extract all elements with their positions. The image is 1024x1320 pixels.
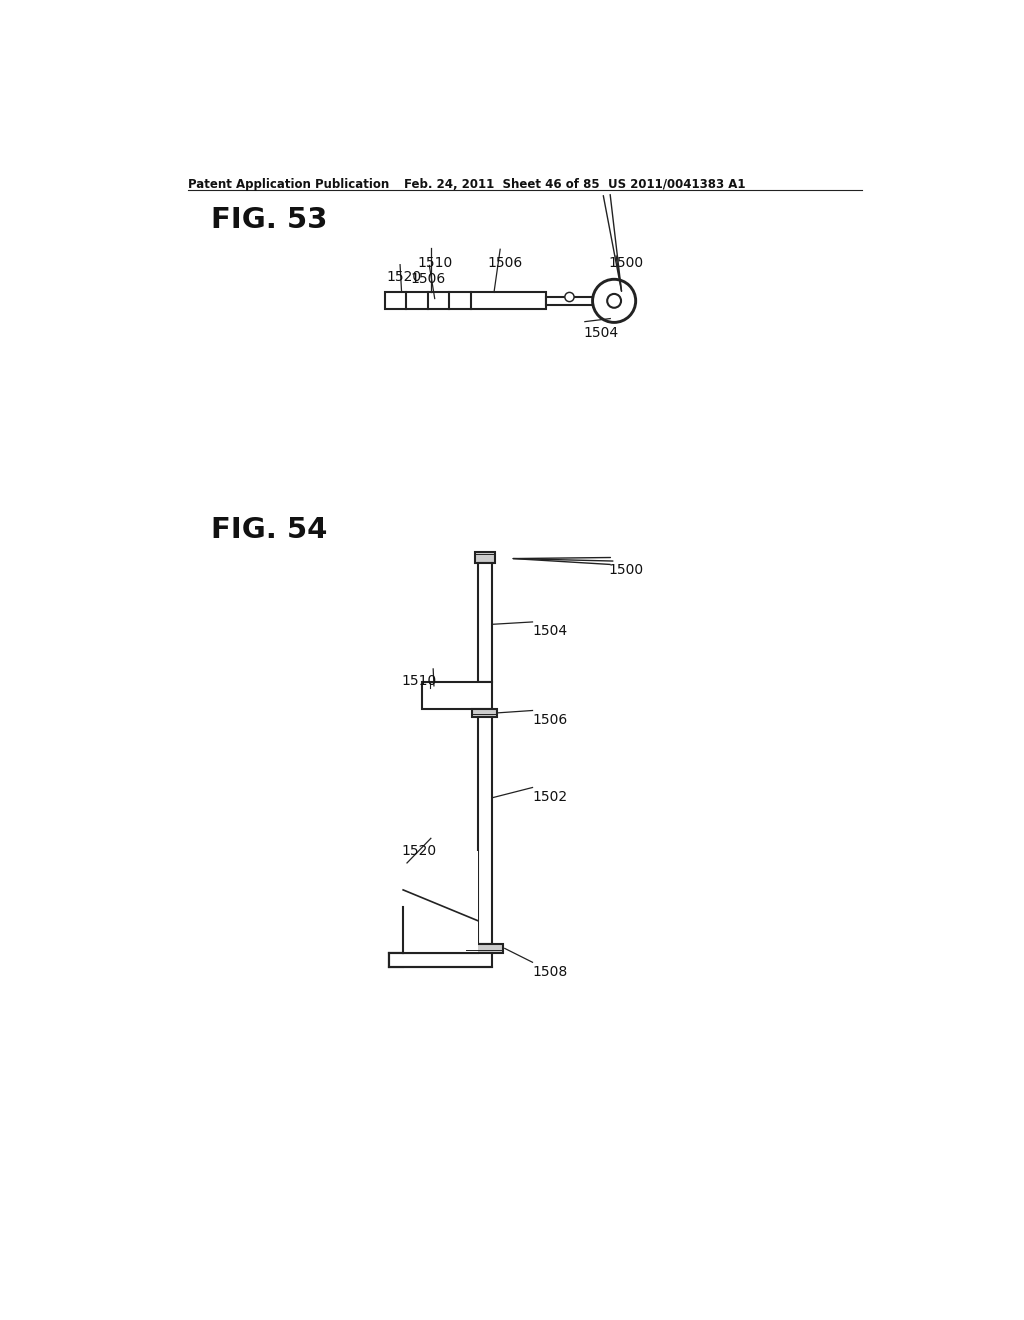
Bar	[403, 851, 478, 953]
Bar	[547, 297, 593, 305]
Text: Patent Application Publication: Patent Application Publication	[188, 178, 389, 190]
Circle shape	[607, 294, 621, 308]
Text: US 2011/0041383 A1: US 2011/0041383 A1	[608, 178, 745, 190]
Circle shape	[565, 293, 574, 302]
Text: 1506: 1506	[487, 256, 522, 271]
Text: 1520: 1520	[401, 843, 436, 858]
Text: 1504: 1504	[584, 326, 618, 341]
Text: 1510: 1510	[401, 675, 437, 688]
Text: 1506: 1506	[532, 713, 567, 727]
Bar	[466, 944, 503, 953]
Text: 1500: 1500	[608, 562, 643, 577]
Text: 1500: 1500	[608, 256, 643, 271]
Text: FIG. 53: FIG. 53	[211, 206, 328, 234]
Text: 1506: 1506	[411, 272, 446, 285]
Bar	[389, 953, 403, 966]
Bar	[478, 562, 492, 682]
Bar	[385, 293, 547, 309]
Text: 1504: 1504	[532, 624, 567, 639]
Text: 1520: 1520	[386, 271, 421, 284]
Text: FIG. 54: FIG. 54	[211, 516, 328, 544]
Text: 1510: 1510	[417, 256, 453, 271]
Bar	[422, 682, 492, 709]
Circle shape	[593, 280, 636, 322]
Text: 1502: 1502	[532, 789, 567, 804]
Bar	[478, 717, 492, 944]
Bar	[389, 953, 492, 966]
Text: 1508: 1508	[532, 965, 567, 979]
Text: Feb. 24, 2011  Sheet 46 of 85: Feb. 24, 2011 Sheet 46 of 85	[403, 178, 599, 190]
Bar	[475, 552, 495, 562]
Bar	[472, 709, 497, 717]
